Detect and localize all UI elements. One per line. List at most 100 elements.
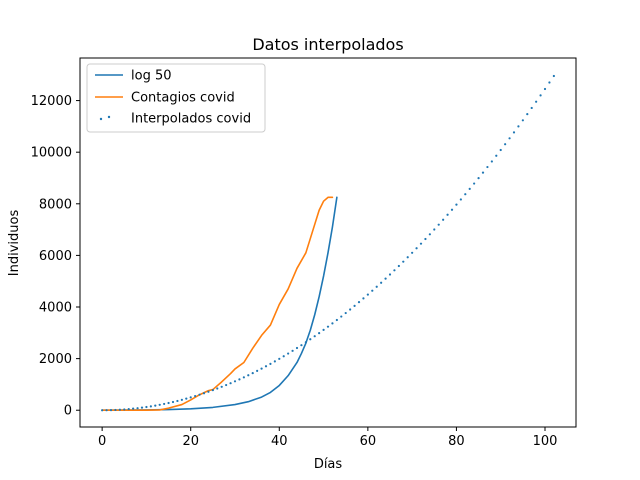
legend-label: Contagios covid	[131, 91, 235, 106]
scatter-point	[508, 137, 511, 140]
scatter-point	[326, 325, 330, 328]
scatter-point	[393, 269, 396, 272]
scatter-point	[251, 371, 254, 375]
scatter-point	[318, 331, 321, 335]
plot-frame	[79, 57, 577, 428]
x-tick-label: 20	[182, 434, 199, 449]
scatter-point	[362, 297, 365, 300]
y-tick-label: 12000	[31, 94, 72, 109]
scatter-point	[344, 311, 347, 315]
scatter-point	[313, 335, 316, 338]
scatter-point	[526, 113, 529, 116]
scatter-point	[548, 81, 551, 84]
scatter-point	[459, 198, 462, 201]
legend-label: log 50	[131, 69, 172, 84]
scatter-point	[402, 260, 405, 263]
scatter-point	[442, 218, 445, 221]
scatter-point	[163, 402, 166, 406]
scatter-point	[158, 403, 161, 406]
scatter-point	[486, 165, 489, 169]
scatter-point	[242, 376, 245, 379]
scatter-point	[521, 119, 524, 122]
scatter-point	[349, 308, 352, 311]
legend-swatch-point	[107, 115, 111, 119]
scatter-point	[388, 273, 392, 276]
scatter-point	[264, 365, 268, 368]
scatter-point	[189, 396, 192, 399]
scatter-point	[287, 352, 290, 355]
scatter-point	[535, 100, 538, 103]
scatter-point	[185, 397, 188, 400]
y-tick-label: 8000	[39, 197, 72, 212]
scatter-point	[145, 405, 148, 409]
scatter-point	[433, 228, 436, 231]
scatter-point	[194, 394, 197, 398]
scatter-point	[269, 362, 272, 365]
scatter-point	[127, 407, 130, 411]
legend-swatch-point	[99, 117, 103, 121]
scatter-point	[225, 383, 228, 387]
scatter-point	[114, 408, 117, 412]
scatter-point	[198, 393, 201, 396]
scatter-point	[295, 346, 299, 350]
x-tick-label: 0	[98, 434, 106, 449]
scatter-point	[552, 74, 555, 78]
x-tick-label: 40	[271, 434, 288, 449]
scatter-point	[101, 409, 104, 412]
scatter-point	[118, 408, 121, 411]
x-axis-ticks: 0 20 40 60 80 100	[98, 427, 557, 449]
scatter-point	[380, 281, 383, 284]
scatter-point	[260, 367, 263, 370]
scatter-point	[384, 277, 387, 280]
scatter-point	[309, 338, 312, 341]
scatter-point	[455, 203, 458, 206]
scatter-point	[278, 357, 281, 360]
scatter-point	[530, 106, 533, 110]
x-axis-title: Días	[314, 457, 343, 472]
legend-box	[86, 63, 266, 133]
scatter-point	[353, 304, 356, 307]
y-tick-label: 2000	[39, 352, 72, 367]
scatter-point	[291, 349, 294, 352]
y-axis-ticks: 0 2000 4000 6000 8000 10000 12000	[31, 94, 80, 419]
scatter-point	[428, 233, 431, 236]
scatter-point	[109, 409, 113, 412]
scatter-point	[282, 355, 285, 358]
scatter-point	[167, 401, 170, 405]
y-tick-label: 6000	[39, 249, 72, 264]
scatter-point	[473, 182, 476, 185]
scatter-point	[180, 398, 183, 401]
scatter-point	[304, 341, 307, 344]
scatter-point	[411, 251, 414, 254]
scatter-point	[495, 154, 498, 157]
scatter-point	[543, 87, 547, 91]
scatter-point	[419, 242, 423, 245]
series-line-contagios-covid	[101, 196, 334, 412]
scatter-point	[450, 208, 454, 211]
scatter-point	[207, 390, 210, 393]
x-tick-label: 80	[448, 434, 465, 449]
scatter-point	[202, 392, 206, 395]
scatter-point	[140, 406, 144, 409]
scatter-point	[300, 344, 303, 347]
scatter-point	[211, 389, 214, 392]
scatter-point	[220, 385, 223, 388]
scatter-point	[415, 247, 418, 250]
scatter-point	[517, 125, 520, 128]
scatter-point	[123, 408, 126, 411]
scatter-point	[256, 369, 259, 372]
scatter-point	[424, 237, 427, 241]
scatter-point	[322, 328, 325, 332]
scatter-point	[238, 378, 241, 381]
scatter-point	[335, 318, 338, 322]
scatter-point	[136, 407, 139, 410]
scatter-point	[437, 223, 440, 226]
x-tick-label: 100	[533, 434, 558, 449]
chart-title: Datos interpolados	[252, 35, 403, 54]
scatter-point	[406, 256, 409, 259]
scatter-point	[468, 187, 471, 191]
scatter-point	[375, 285, 378, 288]
scatter-point	[247, 374, 250, 377]
scatter-point	[171, 400, 175, 404]
